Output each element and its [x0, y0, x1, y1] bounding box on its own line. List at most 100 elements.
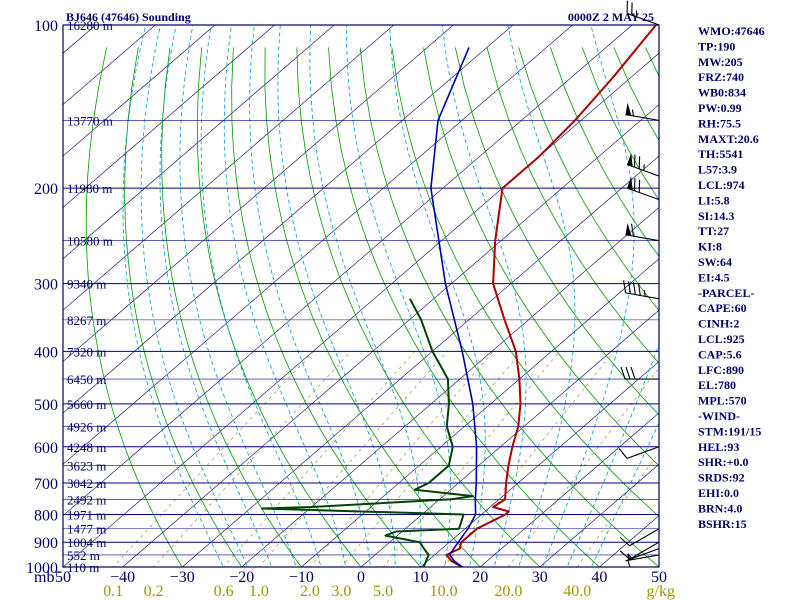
index-shr: SHR:+0.0: [698, 455, 749, 469]
moist-adiabat-line: [277, 25, 396, 567]
temp-tick-label: −40: [110, 569, 135, 586]
temp-tick-label: 20: [472, 569, 488, 586]
mixing-ratio-label: 0.1: [103, 583, 123, 600]
temperature-profile-line: [445, 25, 657, 567]
wind-barb: [625, 223, 660, 242]
index-li: LI:5.8: [698, 193, 730, 207]
dry-adiabat-line: [264, 47, 481, 567]
mixing-ratio-label: 2.0: [300, 583, 320, 600]
dry-adiabat-line: [581, 47, 659, 201]
index-cap: CAP:5.6: [698, 347, 742, 361]
mixing-ratio-label: 10.0: [430, 583, 458, 600]
temp-tick-label: −10: [289, 569, 314, 586]
height-label: 2492 m: [67, 492, 106, 507]
index-ki: KI:8: [698, 240, 722, 254]
index-cinh: CINH:2: [698, 317, 739, 331]
isotherm-line: [63, 25, 335, 260]
mixing-ratio-label: 0.6: [214, 583, 234, 600]
station-title: BJ646 (47646) Sounding: [66, 10, 191, 24]
index-wb0: WB0:834: [698, 86, 746, 100]
index-si: SI:14.3: [698, 209, 734, 223]
moist-adiabat-line: [159, 25, 273, 567]
temp-tick-label: 10: [413, 569, 429, 586]
wind-barb: [620, 366, 659, 380]
index-rh: RH:75.5: [698, 116, 741, 130]
height-label: 11980 m: [67, 181, 112, 196]
mixing-ratio-line: [382, 351, 560, 567]
moist-adiabat-line: [200, 25, 322, 567]
dry-adiabat-line: [196, 47, 362, 567]
dry-adiabat-line: [486, 47, 659, 364]
moist-adiabat-line: [309, 25, 422, 567]
mixing-ratio-label: 20.0: [494, 583, 522, 600]
dry-adiabat-line: [85, 47, 183, 567]
axis-unit-label: mb: [34, 569, 54, 586]
moist-adiabat-line: [507, 25, 576, 567]
dry-adiabat-line: [161, 47, 302, 567]
dry-adiabat-line: [550, 47, 659, 257]
isotherm-line: [241, 206, 659, 567]
moist-adiabat-line: [122, 25, 224, 567]
height-label: 1477 m: [67, 522, 106, 537]
moist-adiabat-line: [389, 25, 486, 567]
moist-adiabat-line: [542, 25, 635, 567]
mixing-ratio-label: 1.0: [249, 583, 269, 600]
isotherm-line: [63, 25, 573, 465]
index-ehi: EHI:0.0: [698, 486, 739, 500]
wind-barb: [625, 102, 660, 121]
pressure-label-400: 400: [34, 344, 58, 361]
pressure-label-700: 700: [34, 476, 58, 493]
height-label: 4248 m: [67, 440, 106, 455]
pressure-label-1000: 1000: [26, 560, 58, 577]
temp-tick-label: 50: [55, 569, 71, 586]
isotherm-line: [63, 25, 275, 208]
isotherm-line: [63, 25, 514, 414]
height-label: 1004 m: [67, 535, 106, 550]
mixing-ratio-label: 40.0: [563, 583, 591, 600]
index-cape: CAPE:60: [698, 301, 747, 315]
height-label: 1971 m: [67, 507, 106, 522]
height-label: 8267 m: [67, 313, 106, 328]
dry-adiabat-line: [454, 47, 659, 416]
index-l57: L57:3.9: [698, 163, 737, 177]
height-label: 9340 m: [67, 277, 106, 292]
parcel-profile-line: [430, 47, 478, 567]
mixing-ratio-line: [112, 351, 315, 567]
isotherm-line: [63, 25, 216, 157]
dry-adiabat-line: [124, 47, 243, 567]
mixing-ratio-label: 0.2: [144, 583, 164, 600]
height-label: 3623 m: [67, 459, 106, 474]
index-tt: TT:27: [698, 224, 729, 238]
mixing-ratio-line: [443, 351, 615, 567]
mixing-ratio-line: [258, 351, 448, 567]
pressure-label-600: 600: [34, 440, 58, 457]
temp-tick-label: −30: [170, 569, 195, 586]
isotherm-line: [539, 463, 659, 567]
wind-barb: [623, 280, 660, 300]
height-label: 5660 m: [67, 397, 106, 412]
mixing-ratio-line: [153, 351, 352, 567]
index-sw: SW:64: [698, 255, 732, 269]
height-label: 13770 m: [67, 113, 113, 128]
mixing-ratio-line: [309, 351, 494, 567]
plot-frame: [62, 24, 660, 568]
moist-adiabat-line: [249, 25, 371, 567]
isotherm-line: [63, 25, 454, 362]
temp-tick-label: 40: [591, 569, 607, 586]
wind-barb: [625, 560, 659, 568]
wind-barb: [626, 153, 660, 177]
mixing-ratio-label: 5.0: [373, 583, 393, 600]
moist-adiabat-line: [140, 25, 248, 567]
isotherm-line: [480, 412, 659, 567]
height-label: 10580 m: [67, 234, 113, 249]
dry-adiabat-line: [772, 47, 800, 578]
moist-adiabat-line: [223, 25, 347, 567]
sounding-time: 0000Z 2 MAY 25: [568, 10, 654, 24]
pressure-label-300: 300: [34, 277, 58, 294]
pressure-label-800: 800: [34, 507, 58, 524]
height-label: 6450 m: [67, 372, 106, 387]
pressure-label-100: 100: [34, 18, 58, 35]
mixing-ratio-unit: g/kg: [647, 583, 675, 600]
pressure-label-200: 200: [34, 181, 58, 198]
